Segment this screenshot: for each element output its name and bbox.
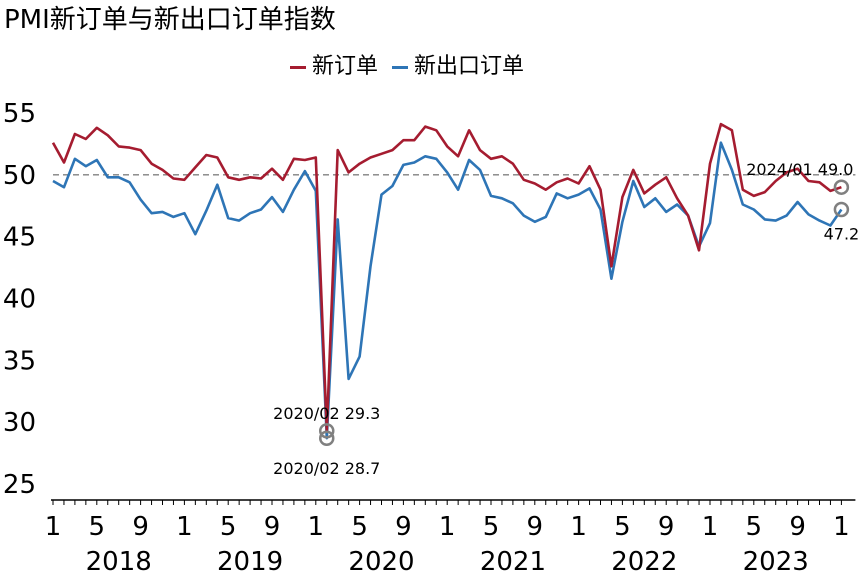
annotation-label: 47.2 <box>824 224 860 243</box>
annotation-marker <box>319 423 335 439</box>
x-year-label: 2022 <box>611 547 677 575</box>
y-tick-label: 30 <box>3 408 36 438</box>
series-line-new-orders <box>51 122 842 433</box>
legend-swatch-new-export-orders <box>392 65 409 69</box>
x-tick-label: 5 <box>614 512 631 542</box>
x-tick-label: 9 <box>264 512 281 542</box>
y-tick-label: 55 <box>3 99 36 129</box>
x-year-label: 2019 <box>217 547 283 575</box>
x-tick-label: 5 <box>351 512 368 542</box>
x-tick-label: 5 <box>483 512 500 542</box>
legend-swatch-new-orders <box>290 65 306 69</box>
x-tick-label: 9 <box>132 512 149 542</box>
x-tick-label: 1 <box>570 512 587 542</box>
x-year-label: 2018 <box>86 547 152 575</box>
chart-title: PMI新订单与新出口订单指数 <box>4 5 336 35</box>
annotation-label: 2020/02 28.7 <box>273 459 380 478</box>
x-tick-label: 5 <box>220 512 237 542</box>
x-tick-label: 9 <box>658 512 675 542</box>
legend-label-new-export-orders: 新出口订单 <box>414 54 525 79</box>
x-tick-label: 1 <box>439 512 456 542</box>
y-tick-label: 35 <box>3 346 36 376</box>
x-tick-label: 1 <box>45 512 62 542</box>
x-year-label: 2023 <box>743 547 809 575</box>
x-tick-label: 1 <box>702 512 719 542</box>
y-tick-label: 25 <box>3 470 36 500</box>
y-tick-label: 45 <box>3 223 36 253</box>
x-tick-label: 9 <box>527 512 544 542</box>
y-tick-label: 40 <box>3 285 36 315</box>
annotation-marker <box>319 430 335 446</box>
legend-label-new-orders: 新订单 <box>312 54 379 79</box>
legend: 新订单 新出口订单 <box>290 50 538 84</box>
annotation-label: 2024/01 49.0 <box>746 160 853 179</box>
y-tick-label: 50 <box>3 161 36 191</box>
x-year-label: 2021 <box>480 547 546 575</box>
x-tick-label: 1 <box>176 512 193 542</box>
x-tick-label: 1 <box>833 512 850 542</box>
series-line-new-export-orders <box>52 141 843 440</box>
x-year-label: 2020 <box>348 547 414 575</box>
legend-item-new-export-orders: 新出口订单 <box>392 52 524 82</box>
x-tick-label: 1 <box>308 512 325 542</box>
x-tick-label: 9 <box>789 512 806 542</box>
annotation-marker <box>833 179 850 195</box>
x-tick-label: 5 <box>89 512 106 542</box>
legend-item-new-orders: 新订单 <box>290 52 378 82</box>
x-tick-label: 9 <box>395 512 412 542</box>
annotation-marker <box>833 201 850 218</box>
x-tick-label: 5 <box>746 512 763 542</box>
annotation-label: 2020/02 29.3 <box>273 404 380 423</box>
